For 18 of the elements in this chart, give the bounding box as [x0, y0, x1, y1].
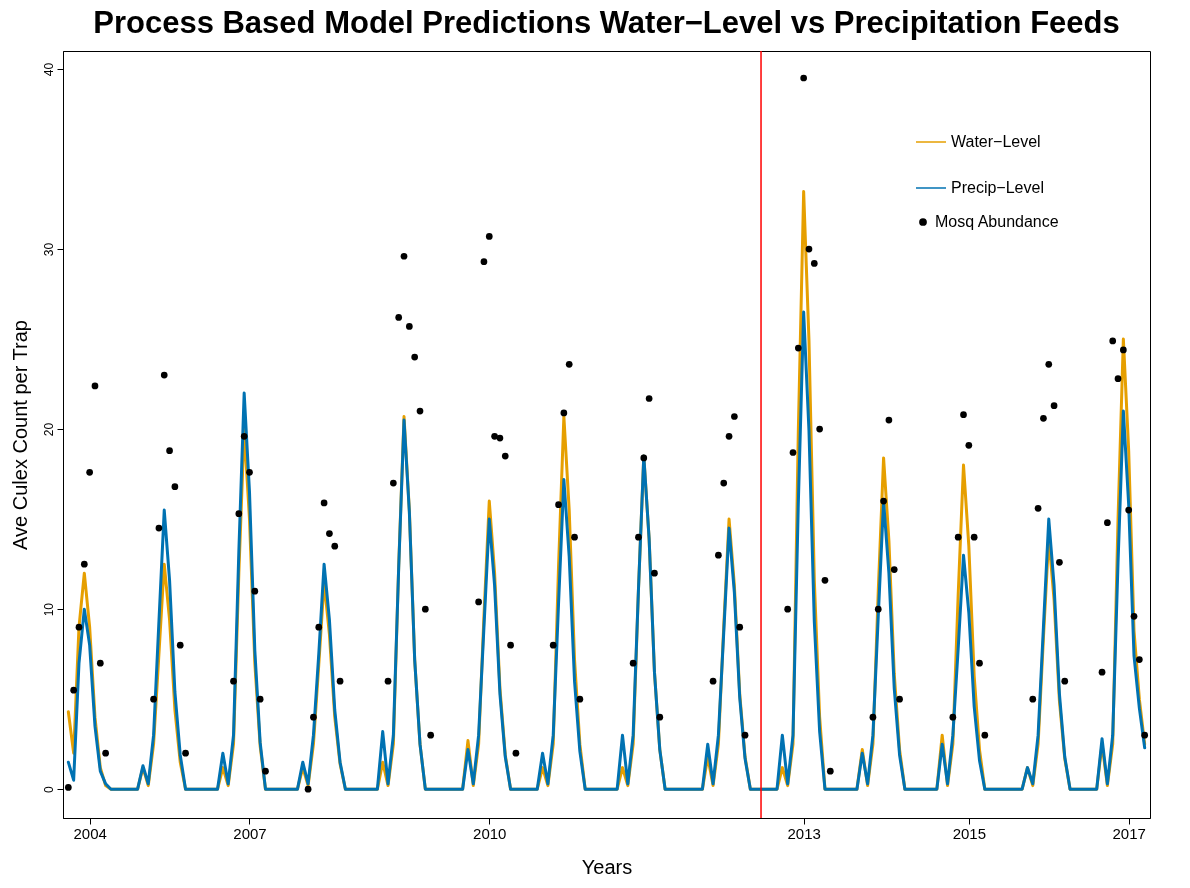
- y-axis-title: Ave Culex Count per Trap: [8, 320, 31, 550]
- x-tick-label: 2010: [473, 824, 507, 842]
- x-axis-title: Years: [581, 855, 633, 878]
- legend-label: Precip−Level: [951, 179, 1044, 196]
- legend-label: Mosq Abundance: [935, 213, 1059, 230]
- x-tick-label: 2017: [1112, 824, 1146, 842]
- x-tick-label: 2004: [73, 824, 107, 842]
- x-tick-label: 2013: [787, 824, 821, 842]
- y-tick-label: 0: [41, 786, 56, 794]
- chart-title: Process Based Model Predictions Water−Level vs Precipitation Feeds: [93, 5, 1120, 41]
- y-tick-label: 40: [41, 62, 56, 77]
- line-series: [66, 310, 1147, 791]
- y-tick-label: 30: [41, 242, 56, 257]
- x-tick-label: 2015: [952, 824, 987, 842]
- y-tick-label: 10: [41, 602, 56, 617]
- x-tick-label: 2007: [233, 824, 267, 842]
- y-tick-label: 20: [41, 422, 56, 437]
- legend-label: Water−Level: [951, 133, 1041, 150]
